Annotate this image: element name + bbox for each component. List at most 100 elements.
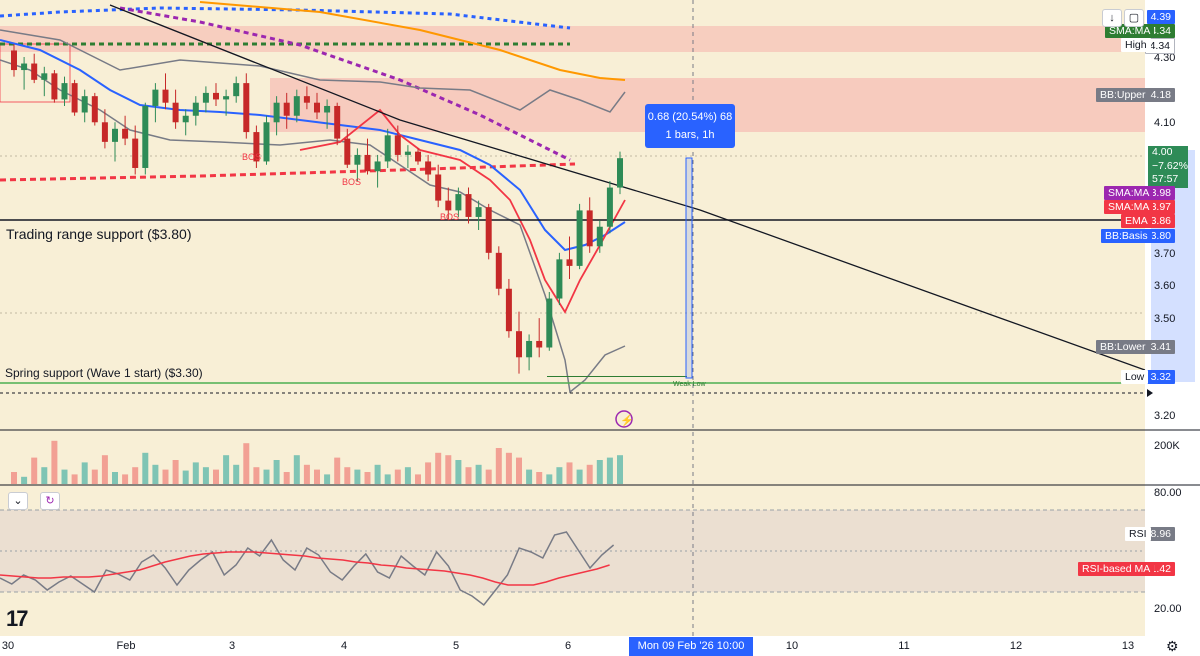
candle: [536, 340, 543, 348]
candle: [172, 102, 179, 123]
volume-bar: [273, 460, 280, 484]
lightning-icon: [615, 410, 633, 428]
candle: [364, 154, 371, 172]
candle: [263, 122, 270, 162]
candle: [556, 259, 563, 299]
volume-bar: [435, 452, 442, 484]
candle: [91, 96, 98, 123]
candle: [233, 83, 240, 97]
low-label: Low: [1121, 370, 1149, 384]
candle: [617, 158, 623, 188]
candle: [445, 200, 452, 211]
volume-bar: [445, 455, 452, 484]
candle: [132, 138, 139, 168]
candle: [384, 135, 391, 162]
volume-bar: [182, 470, 189, 484]
volume-axis-label: 200K: [1154, 440, 1180, 452]
candle: [354, 154, 361, 165]
volume-bar: [344, 467, 351, 484]
volume-bar: [11, 472, 17, 484]
time-tick: 12: [1009, 640, 1023, 652]
volume-bar: [112, 472, 118, 484]
volume-bar: [334, 457, 341, 484]
volume-bar: [455, 460, 462, 484]
ema-name: EMA: [1121, 214, 1152, 228]
volume-bar: [152, 464, 159, 484]
candle: [253, 132, 260, 162]
volume-bar: [213, 469, 219, 484]
scroll-down-button[interactable]: ↓: [1102, 9, 1122, 27]
volume-bar: [21, 476, 28, 484]
high-label: High: [1121, 38, 1151, 52]
refresh-indicator-icon[interactable]: ↻: [40, 492, 60, 510]
volume-bar: [354, 469, 361, 484]
volume-bar: [556, 467, 563, 484]
measure-value: 0.68 (20.54%) 68: [647, 111, 733, 123]
volume-bar: [91, 469, 98, 484]
time-tick: 10: [785, 640, 799, 652]
volume-bar: [253, 467, 260, 484]
candle: [415, 151, 421, 162]
bb-upper-line: [0, 29, 626, 113]
volume-bar: [364, 472, 371, 484]
price-tick: 3.70: [1154, 248, 1176, 260]
candle: [51, 73, 58, 100]
volume-bar: [475, 464, 482, 484]
volume-bar: [505, 452, 512, 484]
bos-dashed-line: [0, 162, 576, 182]
volume-bar: [101, 455, 108, 484]
time-tick: 30: [1, 640, 15, 652]
candle: [324, 105, 331, 113]
weak-low-line: [547, 376, 687, 377]
low-arrow-icon: [1147, 389, 1153, 397]
volume-bar: [617, 455, 623, 484]
ema-value: 3.86: [1146, 214, 1175, 228]
candle: [435, 174, 442, 201]
volume-bar: [61, 469, 68, 484]
bb-basis-line: [0, 39, 626, 252]
candle: [192, 102, 199, 116]
collapse-pane-button[interactable]: ⌄: [8, 492, 28, 510]
volume-bar: [546, 474, 553, 484]
sma-purple-value: 3.98: [1146, 186, 1175, 200]
candle: [495, 252, 502, 289]
candle: [21, 63, 28, 71]
price-tick: 3.50: [1154, 313, 1176, 325]
candle: [61, 83, 68, 100]
tradingview-logo: 17: [6, 606, 29, 631]
volume-bar: [192, 462, 199, 484]
price-axis-background: [1145, 0, 1200, 656]
volume-bar: [566, 462, 573, 484]
last-price: 4.00: [1152, 146, 1173, 158]
candle: [546, 298, 553, 348]
candle: [283, 102, 290, 116]
sma-purple-name: SMA:MA: [1104, 186, 1154, 200]
candle: [142, 105, 149, 168]
candle: [11, 50, 17, 71]
volume-bar: [374, 464, 381, 484]
fullscreen-button[interactable]: ▢: [1124, 9, 1144, 27]
sma-orange-line: [199, 1, 626, 81]
volume-bar: [303, 464, 310, 484]
volume-bar: [394, 469, 401, 484]
candle: [273, 102, 280, 123]
top-price-tag: 4.39: [1146, 10, 1175, 24]
resistance-zone: [0, 26, 1145, 52]
candle: [485, 207, 492, 253]
volume-bar: [41, 467, 48, 484]
rsi-name: RSI: [1125, 527, 1151, 541]
candle: [162, 89, 169, 103]
candle: [303, 96, 310, 103]
volume-bar: [384, 474, 391, 484]
candle: [566, 259, 573, 266]
volume-bar: [526, 469, 533, 484]
sma-purple-line: [119, 6, 571, 162]
bb-upper-value: 4.18: [1146, 88, 1175, 102]
rsi-axis-top: 80.00: [1154, 487, 1182, 499]
candle: [122, 128, 129, 139]
price-change: −7.62%: [1152, 159, 1188, 172]
last-price-tag: 4.00 −7.62% 57:57: [1148, 146, 1188, 188]
volume-bar: [324, 474, 331, 484]
price-tick: 3.60: [1154, 280, 1176, 292]
